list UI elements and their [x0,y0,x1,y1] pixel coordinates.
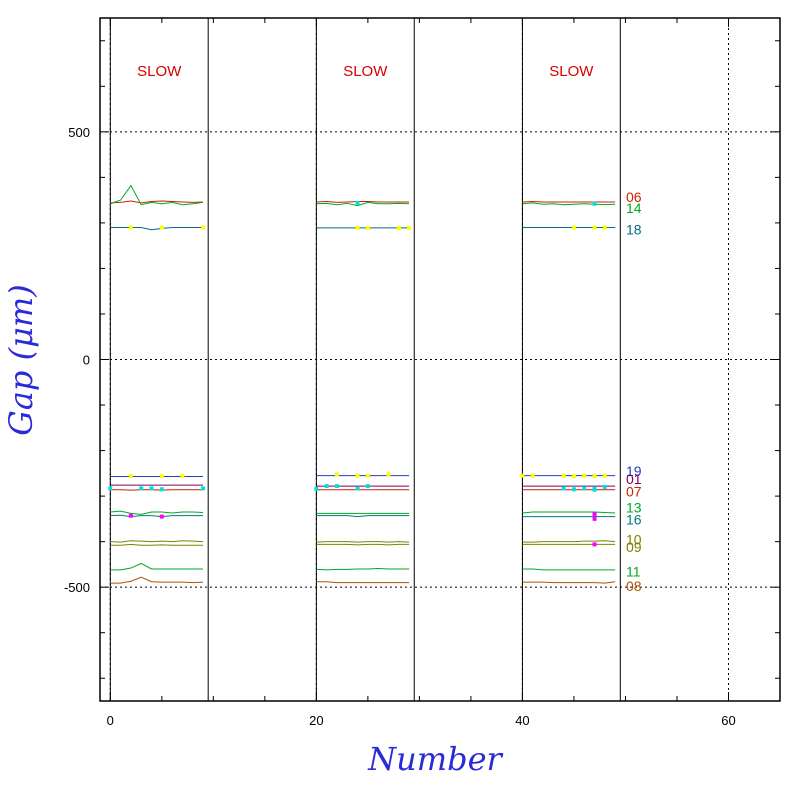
series-line-08 [110,576,204,584]
series-line-09 [110,543,204,546]
data-marker [128,474,133,479]
y-tick-label: 0 [83,353,90,368]
data-marker [355,473,360,478]
series-line-08 [316,581,410,584]
series-label-07: 07 [626,484,642,500]
series-line-06 [110,200,204,204]
series-line-08 [522,581,616,584]
data-marker [407,225,412,230]
y-axis-title: Gap (μm) [2,284,40,435]
data-marker [561,473,566,478]
x-axis-title: Number [367,740,503,778]
series-line-16 [110,514,204,518]
series-label-16: 16 [626,511,642,527]
data-marker [365,484,370,489]
series-line-11 [316,567,410,571]
series-line-16 [316,515,410,518]
series-label-10: 10 [626,531,642,547]
series-label-11: 11 [626,564,641,580]
series-line-13 [522,511,616,514]
data-marker [334,472,339,477]
series-label-01: 01 [626,471,642,487]
data-marker [201,225,206,230]
series-line-14 [522,202,616,206]
data-marker [159,487,164,492]
x-tick-label: 20 [309,713,323,728]
data-marker [561,486,566,491]
data-marker [128,513,133,518]
data-marker [159,514,164,519]
segment-boundaries [109,18,621,701]
series-line-10 [522,540,616,543]
series-line-14 [316,201,410,207]
data-marker [592,516,597,521]
data-marker [139,486,144,491]
data-marker [149,486,154,491]
data-marker [571,225,576,230]
series-label-18: 18 [626,222,642,238]
series-label-06: 06 [626,189,642,205]
data-marker [571,487,576,492]
data-marker [108,486,113,491]
data-marker [592,225,597,230]
data-marker [355,486,360,491]
series-line-14 [110,184,204,206]
series-lines [110,184,616,584]
axis-ticks [100,18,780,701]
data-marker [355,200,360,205]
data-marker [592,474,597,479]
data-marker [324,484,329,489]
data-marker [201,486,206,491]
series-line-06 [316,200,410,203]
data-marker [592,201,597,206]
data-marker [365,473,370,478]
series-label-13: 13 [626,499,642,515]
series-label-09: 09 [626,539,642,555]
data-marker [582,473,587,478]
segment-label: SLOW [549,63,594,80]
data-marker [571,474,576,479]
series-label-08: 08 [626,578,642,594]
data-marker [128,225,133,230]
segment-label: SLOW [137,63,182,80]
y-tick-label: -500 [64,580,90,595]
data-marker [355,225,360,230]
x-tick-label: 40 [515,713,529,728]
data-marker [334,484,339,489]
series-line-13 [110,510,204,515]
series-label-19: 19 [626,463,642,479]
data-marker [180,474,185,479]
data-marker [530,473,535,478]
data-marker [592,542,597,547]
data-marker [602,484,607,489]
data-marker [592,512,597,517]
series-line-10 [110,540,204,543]
data-marker [602,473,607,478]
data-markers [108,200,607,547]
data-marker [602,225,607,230]
grid-lines [100,18,780,701]
data-marker [592,487,597,492]
data-marker [386,472,391,477]
data-marker [520,473,525,478]
y-tick-label: 500 [68,125,90,140]
x-tick-label: 60 [721,713,735,728]
segment-label: SLOW [343,63,388,80]
data-marker [159,225,164,230]
data-marker [159,474,164,479]
x-tick-label: 0 [107,713,114,728]
data-marker [582,486,587,491]
series-label-14: 14 [626,200,642,216]
series-line-11 [522,568,616,571]
data-marker [365,225,370,230]
data-marker [396,225,401,230]
data-marker [314,486,319,491]
series-line-11 [110,562,204,571]
series-line-18 [110,226,204,231]
